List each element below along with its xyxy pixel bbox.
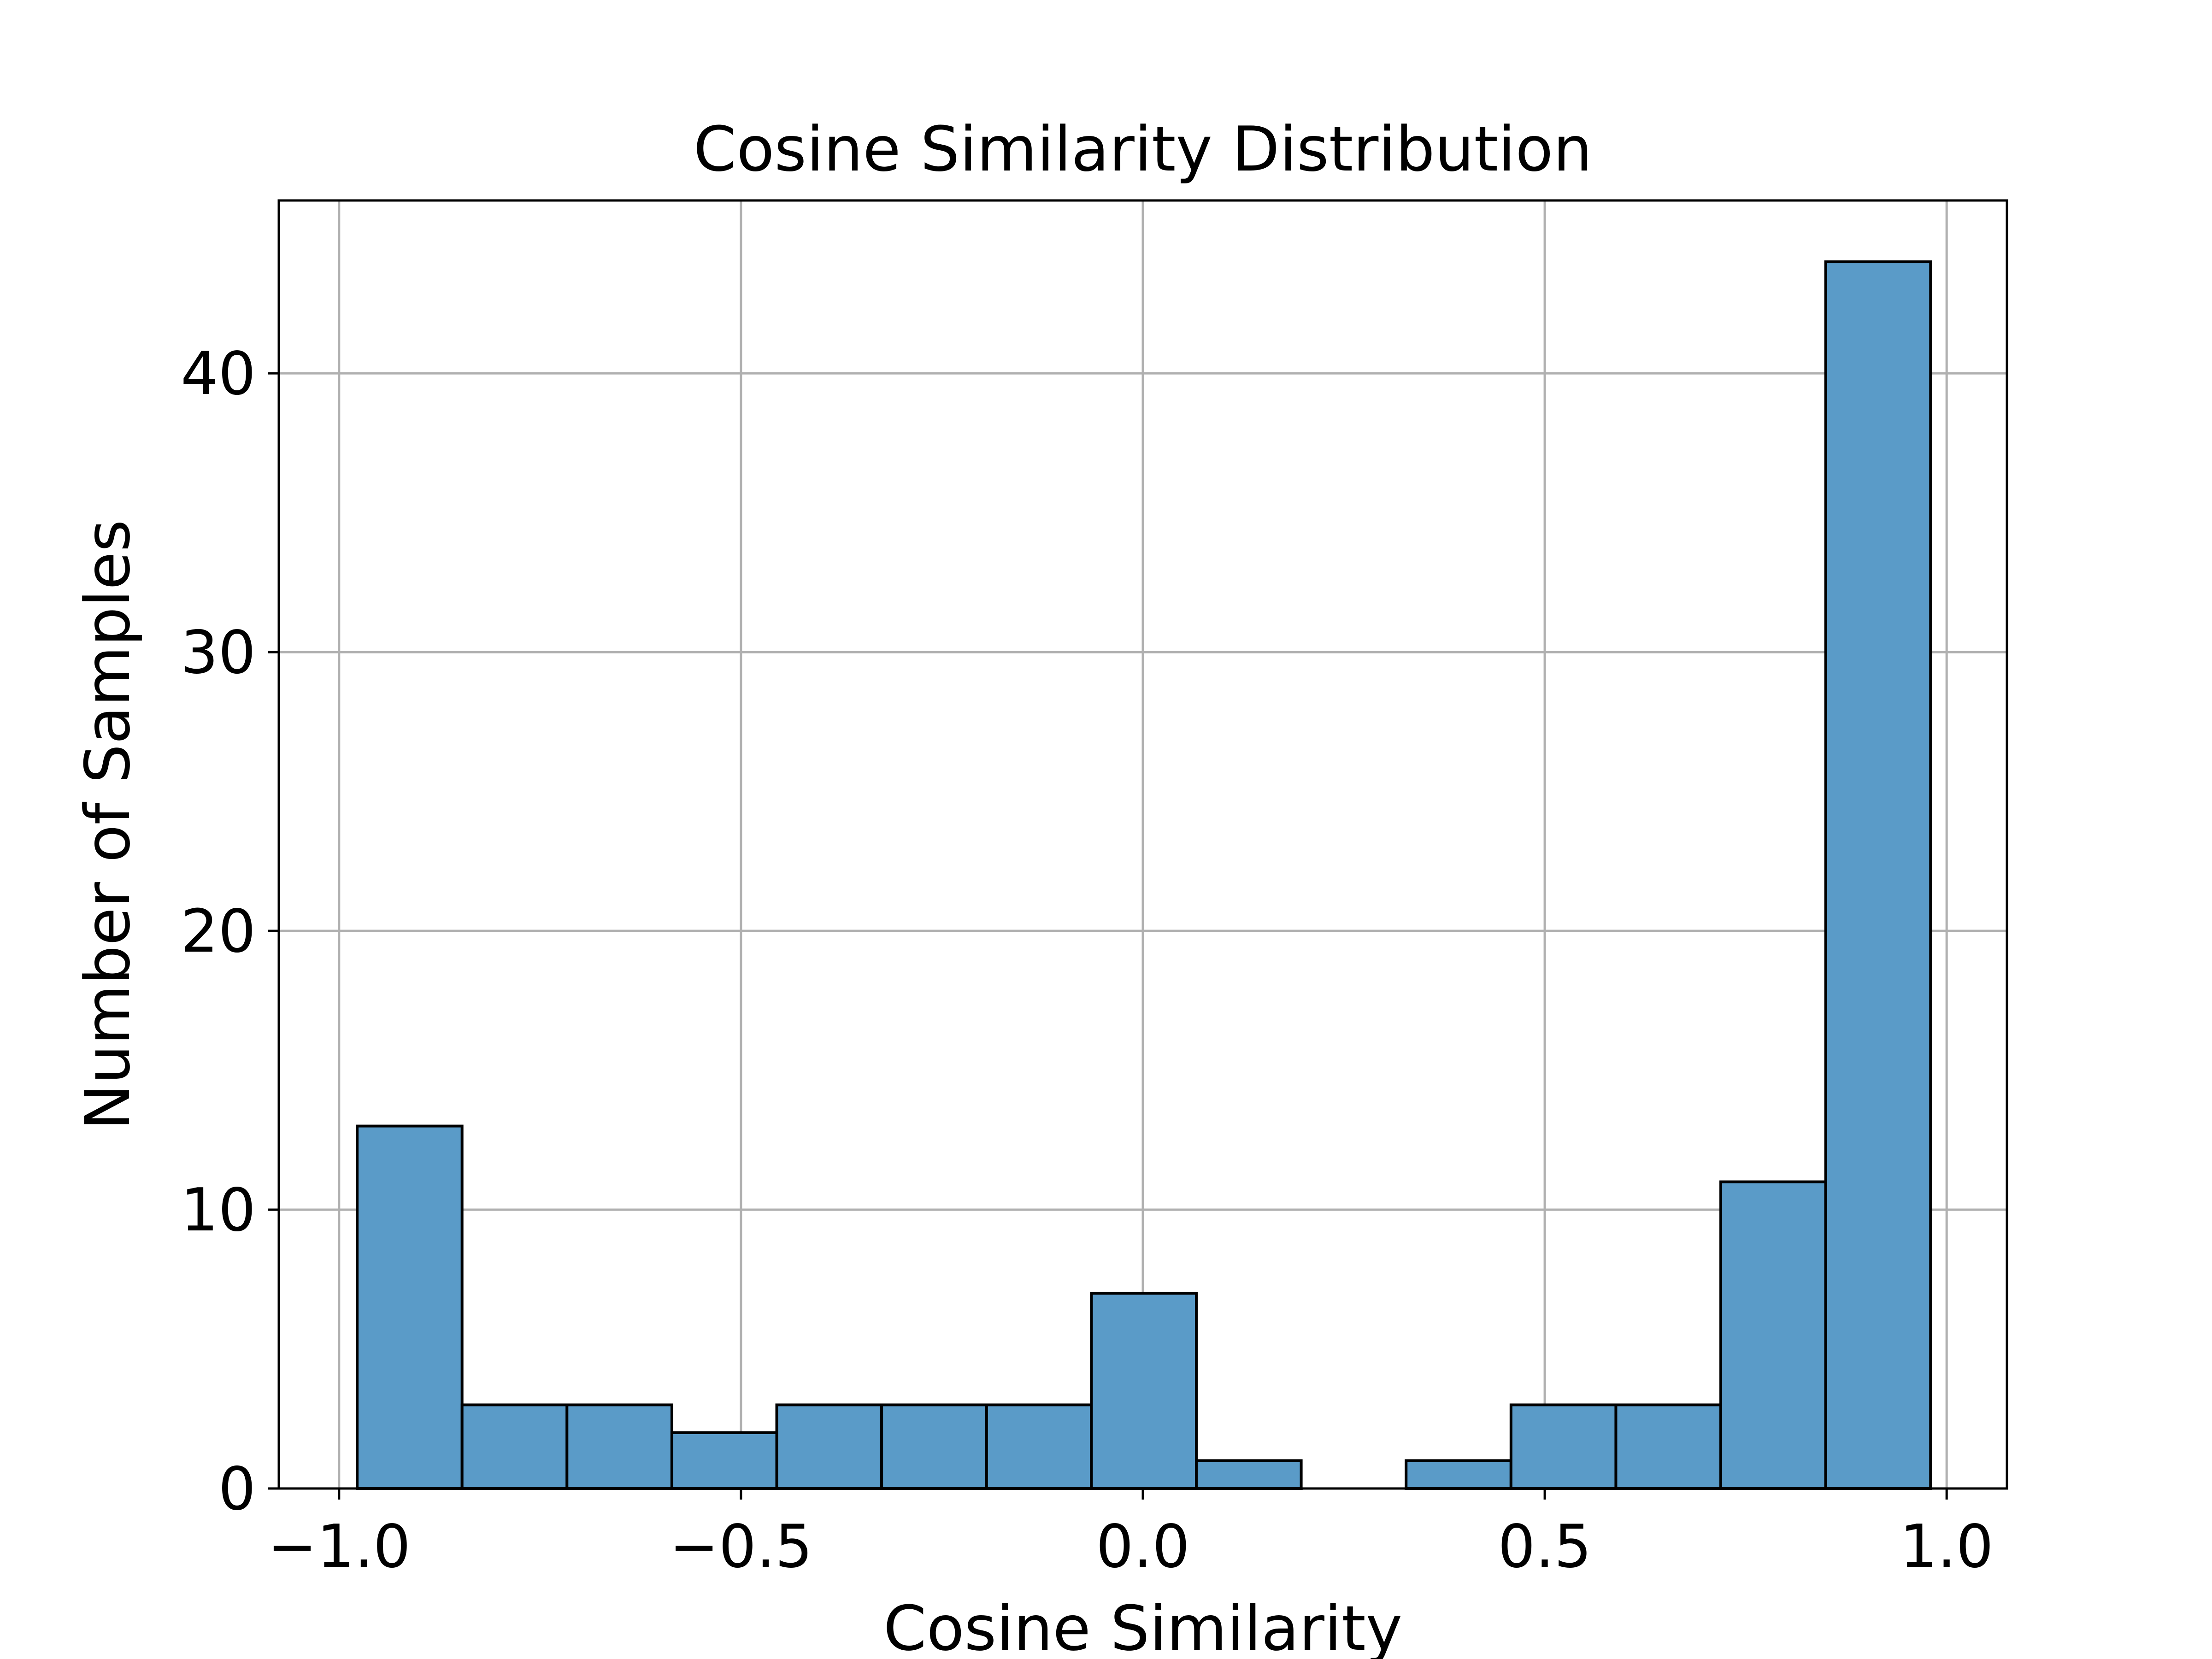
y-axis-ticks: 0 10 20 30 40 [181, 340, 279, 1524]
histogram-bar [1509, 1403, 1618, 1490]
chart-title: Cosine Similarity Distribution [694, 113, 1592, 185]
histogram-bar [880, 1403, 988, 1490]
histogram-bar [1719, 1180, 1827, 1490]
histogram-bar [460, 1403, 569, 1490]
x-tick-label: 0.5 [1498, 1512, 1592, 1581]
x-axis-ticks: −1.0 −0.5 0.0 0.5 1.0 [267, 1488, 1994, 1581]
y-tick-label: 30 [181, 618, 256, 687]
histogram-bar [775, 1403, 883, 1490]
x-tick-label: 0.0 [1096, 1512, 1190, 1581]
histogram-bar [985, 1403, 1093, 1490]
histogram-bar [670, 1431, 778, 1490]
x-tick-label: −1.0 [267, 1512, 411, 1581]
y-tick-label: 10 [181, 1176, 256, 1245]
histogram-bar [1824, 260, 1932, 1490]
histogram-bar [1090, 1292, 1198, 1490]
histogram-bar [356, 1124, 464, 1490]
histogram-bar [1194, 1459, 1303, 1490]
histogram-bar [565, 1403, 673, 1490]
histogram-bar [1405, 1459, 1512, 1490]
y-tick-label: 40 [181, 340, 256, 408]
x-tick-label: 1.0 [1900, 1512, 1994, 1581]
y-tick-label: 20 [181, 897, 256, 966]
x-axis-label: Cosine Similarity [883, 1593, 1402, 1659]
x-tick-label: −0.5 [670, 1512, 813, 1581]
y-axis-label: Number of Samples [72, 520, 144, 1130]
y-tick-label: 0 [218, 1455, 256, 1524]
histogram-bar [1614, 1403, 1723, 1490]
